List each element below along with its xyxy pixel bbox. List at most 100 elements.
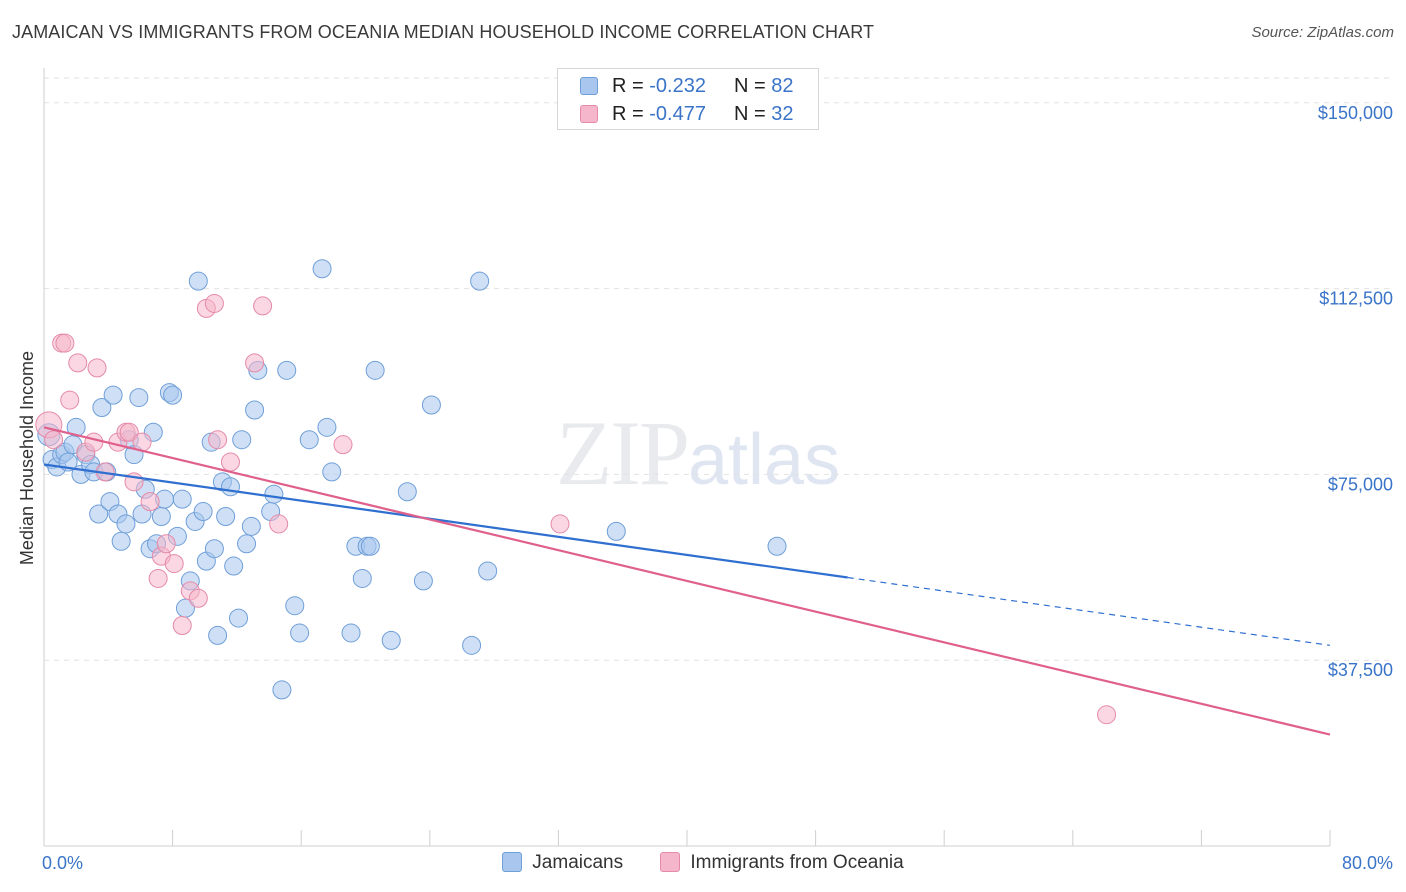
jamaicans-point-60	[299, 430, 319, 450]
oceania-point-32	[550, 514, 570, 534]
oceania-point-8	[84, 432, 104, 452]
jamaicans-point-69	[365, 360, 385, 380]
jamaicans-point-34	[172, 489, 192, 509]
r-value: -0.477	[649, 103, 706, 125]
jamaicans-point-76	[478, 561, 498, 581]
trend-line-jamaicans-extension	[847, 576, 1331, 646]
oceania-point-9	[87, 358, 107, 378]
legend-swatch-jamaicans	[502, 852, 523, 872]
jamaicans-point-42	[204, 539, 224, 559]
trend-line-oceania	[43, 426, 1331, 736]
n-value: 82	[771, 75, 794, 97]
jamaicans-point-70	[381, 630, 401, 650]
oceania-point-27	[220, 452, 240, 472]
jamaicans-point-48	[229, 608, 249, 628]
jamaicans-point-43	[208, 625, 228, 645]
oceania-point-13	[119, 422, 139, 442]
oceania-point-26	[208, 430, 228, 450]
jamaicans-point-55	[264, 484, 284, 504]
watermark-atlas: atlas	[688, 420, 841, 500]
jamaicans-point-51	[241, 516, 261, 536]
jamaicans-point-19	[111, 531, 131, 551]
legend-swatch-jamaicans	[580, 77, 598, 95]
jamaicans-point-38	[188, 271, 208, 291]
y-axis-title: Median Household Income	[17, 351, 37, 565]
jamaicans-point-49	[232, 430, 252, 450]
n-value: 32	[771, 103, 794, 125]
jamaicans-point-17	[103, 385, 123, 405]
jamaicans-point-73	[421, 395, 441, 415]
oceania-point-28	[245, 353, 265, 373]
jamaicans-point-39	[193, 502, 213, 522]
jamaicans-point-20	[116, 514, 136, 534]
oceania-point-6	[68, 353, 88, 373]
jamaicans-point-66	[352, 568, 372, 588]
legend-swatch-oceania	[580, 105, 598, 123]
x-tick-label-max: 80.0%	[1342, 853, 1393, 873]
jamaicans-point-14	[92, 397, 112, 417]
jamaicans-point-71	[397, 482, 417, 502]
jamaicans-point-77	[606, 521, 626, 541]
jamaicans-point-56	[272, 680, 292, 700]
oceania-point-5	[60, 390, 80, 410]
oceania-point-25	[204, 293, 224, 313]
jamaicans-point-23	[129, 388, 149, 408]
jamaicans-point-78	[767, 536, 787, 556]
jamaicans-point-8	[66, 417, 86, 437]
x-tick-label-min: 0.0%	[42, 853, 83, 873]
oceania-point-20	[164, 554, 184, 574]
trend-line-jamaicans	[43, 463, 848, 579]
jamaicans-point-62	[317, 417, 337, 437]
oceania-point-16	[140, 492, 160, 512]
jamaicans-point-47	[224, 556, 244, 576]
grid-lines	[44, 77, 1394, 661]
jamaicans-point-50	[237, 534, 257, 554]
oceania-point-30	[269, 514, 289, 534]
legend-swatch-oceania	[660, 852, 681, 872]
y-tick-label-4: $150,000	[1318, 103, 1393, 123]
trend-lines	[43, 426, 1331, 736]
jamaicans-point-32	[163, 385, 183, 405]
r-value: -0.232	[649, 75, 706, 97]
oceania-point-23	[188, 588, 208, 608]
y-tick-label-3: $112,500	[1319, 289, 1393, 309]
jamaicans-point-29	[151, 507, 171, 527]
n-label: N =	[733, 103, 772, 125]
chart-title: JAMAICAN VS IMMIGRANTS FROM OCEANIA MEDI…	[12, 22, 875, 42]
jamaicans-point-58	[285, 596, 305, 616]
jamaicans-point-72	[413, 571, 433, 591]
watermark: ZIPatlas	[556, 400, 840, 506]
jamaicans-point-45	[216, 507, 236, 527]
jamaicans-point-46	[220, 477, 240, 497]
stats-row-oceania: R = -0.477 N = 32	[580, 103, 793, 125]
jamaicans-point-64	[341, 623, 361, 643]
legend-item-jamaicans[interactable]: Jamaicans	[502, 852, 623, 874]
jamaicans-point-68	[360, 536, 380, 556]
oceania-point-2	[44, 430, 64, 450]
jamaicans-point-74	[462, 635, 482, 655]
oceania-point-33	[1097, 705, 1117, 725]
jamaicans-point-75	[470, 271, 490, 291]
oceania-point-21	[172, 616, 192, 636]
legend-label-jamaicans: Jamaicans	[532, 852, 624, 873]
r-label: R =	[612, 75, 650, 97]
oceania-point-4	[55, 333, 75, 353]
legend-item-oceania[interactable]: Immigrants from Oceania	[660, 852, 904, 874]
oceania-point-19	[156, 534, 176, 554]
jamaicans-point-61	[312, 259, 332, 279]
oceania-point-31	[333, 435, 353, 455]
y-tick-label-2: $75,000	[1328, 474, 1393, 494]
jamaicans-point-59	[290, 623, 310, 643]
n-label: N =	[733, 75, 772, 97]
jamaicans-point-13	[89, 504, 109, 524]
stats-row-jamaicans: R = -0.232 N = 82	[580, 75, 793, 97]
series-legend: Jamaicans Immigrants from Oceania	[0, 852, 1406, 874]
stats-legend: R = -0.232 N = 82 R = -0.477 N = 32	[557, 68, 819, 130]
r-label: R =	[612, 103, 650, 125]
jamaicans-point-52	[245, 400, 265, 420]
source-label: Source: ZipAtlas.com	[1251, 24, 1394, 41]
watermark-zip: ZIP	[556, 402, 690, 504]
oceania-point-29	[253, 296, 273, 316]
jamaicans-point-57	[277, 360, 297, 380]
